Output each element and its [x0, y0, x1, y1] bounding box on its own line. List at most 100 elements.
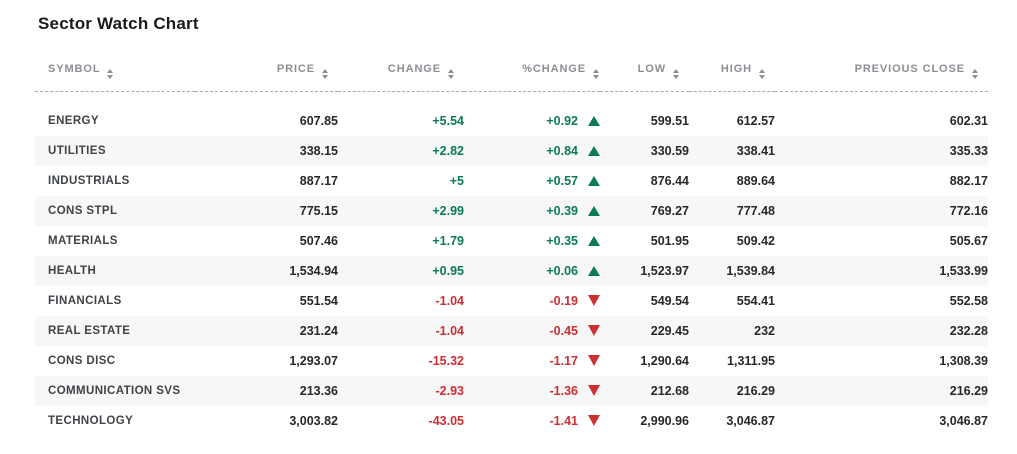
pct-change-value: +0.84 — [546, 143, 578, 158]
symbol-cell: REAL ESTATE — [48, 324, 131, 337]
price-cell: 3,003.82 — [289, 413, 338, 428]
column-label: PREVIOUS CLOSE — [854, 63, 965, 75]
price-cell: 607.85 — [299, 113, 338, 128]
symbol-cell: TECHNOLOGY — [48, 414, 134, 427]
column-header-high[interactable]: HIGH — [689, 63, 775, 92]
arrow-up-icon — [583, 235, 600, 246]
table-row-energy: ENERGY 607.85 +5.54 +0.92 599.51 612.57 602.31 — [35, 106, 988, 136]
change-cell: -43.05 — [428, 413, 464, 428]
pct-change-cell: +0.35 — [464, 226, 600, 256]
low-cell: 599.51 — [650, 113, 689, 128]
low-cell: 769.27 — [650, 203, 689, 218]
arrow-up-icon — [583, 145, 600, 156]
sort-icon — [322, 69, 328, 79]
pct-change-value: +0.06 — [546, 263, 578, 278]
price-cell: 231.24 — [299, 323, 338, 338]
previous-close-cell: 335.33 — [949, 143, 988, 158]
column-header-pct_change[interactable]: %CHANGE — [464, 63, 600, 92]
pct-change-value: +0.57 — [546, 173, 578, 188]
column-header-low[interactable]: LOW — [600, 63, 689, 92]
high-cell: 777.48 — [736, 203, 775, 218]
arrow-down-icon — [583, 325, 600, 336]
change-cell: +1.79 — [432, 233, 464, 248]
sector-watch-table: SYMBOL PRICE CHANGE %CHANGE LOW HIGH PREVIOUS … — [35, 63, 988, 436]
column-header-symbol[interactable]: SYMBOL — [35, 63, 195, 92]
price-cell: 507.46 — [299, 233, 338, 248]
symbol-cell: UTILITIES — [48, 144, 106, 157]
high-cell: 216.29 — [736, 383, 775, 398]
table-row-financials: FINANCIALS 551.54 -1.04 -0.19 549.54 554.41 55… — [35, 286, 988, 316]
low-cell: 2,990.96 — [640, 413, 689, 428]
price-cell: 1,293.07 — [289, 353, 338, 368]
pct-change-cell: +0.39 — [464, 196, 600, 226]
column-header-change[interactable]: CHANGE — [338, 63, 464, 92]
low-cell: 1,523.97 — [640, 263, 689, 278]
table-body: ENERGY 607.85 +5.54 +0.92 599.51 612.57 602.31… — [35, 91, 988, 436]
sector-watch-widget: Sector Watch Chart SYMBOL PRICE CHANGE %CHA… — [35, 14, 988, 436]
arrow-down-icon — [583, 295, 600, 306]
sort-icon — [972, 69, 978, 79]
change-cell: -15.32 — [428, 353, 464, 368]
previous-close-cell: 505.67 — [949, 233, 988, 248]
previous-close-cell: 772.16 — [949, 203, 988, 218]
symbol-cell: CONS DISC — [48, 354, 116, 367]
previous-close-cell: 1,308.39 — [939, 353, 988, 368]
sort-icon — [593, 69, 599, 79]
change-cell: -1.04 — [435, 323, 465, 338]
pct-change-cell: +0.06 — [464, 256, 600, 286]
arrow-up-icon — [583, 115, 600, 126]
sort-icon — [107, 69, 114, 79]
change-cell: +0.95 — [432, 263, 464, 278]
pct-change-value: +0.92 — [546, 113, 578, 128]
high-cell: 509.42 — [736, 233, 775, 248]
price-cell: 1,534.94 — [289, 263, 338, 278]
arrow-down-icon — [583, 355, 600, 366]
pct-change-value: -1.17 — [549, 353, 579, 368]
pct-change-cell: -0.45 — [464, 316, 600, 346]
pct-change-value: -0.19 — [549, 293, 579, 308]
table-row-real-estate: REAL ESTATE 231.24 -1.04 -0.45 229.45 232 232.… — [35, 315, 988, 346]
symbol-cell: HEALTH — [48, 264, 97, 277]
pct-change-cell: -1.36 — [464, 376, 600, 406]
table-row-materials: MATERIALS 507.46 +1.79 +0.35 501.95 509.42 505… — [35, 226, 988, 256]
price-cell: 551.54 — [299, 293, 338, 308]
table-row-cons-disc: CONS DISC 1,293.07 -15.32 -1.17 1,290.64 1,31… — [35, 346, 988, 376]
pct-change-value: +0.35 — [546, 233, 578, 248]
price-cell: 775.15 — [299, 203, 338, 218]
column-label: HIGH — [720, 63, 752, 75]
high-cell: 1,539.84 — [726, 263, 775, 278]
previous-close-cell: 602.31 — [949, 113, 988, 128]
table-header-row: SYMBOL PRICE CHANGE %CHANGE LOW HIGH PREVIOUS … — [35, 63, 988, 92]
pct-change-value: -0.45 — [549, 323, 579, 338]
previous-close-cell: 882.17 — [949, 173, 988, 188]
pct-change-cell: +0.57 — [464, 166, 600, 196]
pct-change-cell: +0.92 — [464, 106, 600, 136]
pct-change-value: -1.41 — [549, 413, 579, 428]
page-title: Sector Watch Chart — [38, 14, 199, 33]
sort-icon — [759, 69, 765, 79]
table-row-health: HEALTH 1,534.94 +0.95 +0.06 1,523.97 1,539.84… — [35, 255, 988, 286]
change-cell: +5.54 — [432, 113, 464, 128]
pct-change-cell: +0.84 — [464, 136, 600, 166]
high-cell: 1,311.95 — [727, 353, 775, 368]
price-cell: 887.17 — [299, 173, 338, 188]
arrow-up-icon — [583, 175, 600, 186]
column-header-price[interactable]: PRICE — [195, 63, 338, 92]
pct-change-value: +0.39 — [546, 203, 578, 218]
symbol-cell: COMMUNICATION SVS — [48, 384, 181, 397]
high-cell: 889.64 — [736, 173, 775, 188]
symbol-cell: MATERIALS — [48, 234, 118, 247]
previous-close-cell: 3,046.87 — [939, 413, 988, 428]
table-row-communication-svs: COMMUNICATION SVS 213.36 -2.93 -1.36 212.68 2… — [35, 375, 988, 406]
column-header-prev_close[interactable]: PREVIOUS CLOSE — [775, 63, 988, 92]
pct-change-cell: -0.19 — [464, 286, 600, 316]
column-label: CHANGE — [387, 63, 441, 75]
pct-change-cell: -1.17 — [464, 346, 600, 376]
arrow-up-icon — [583, 205, 600, 216]
low-cell: 1,290.64 — [640, 353, 689, 368]
table-row-technology: TECHNOLOGY 3,003.82 -43.05 -1.41 2,990.96 3,0… — [35, 406, 988, 436]
low-cell: 212.68 — [650, 383, 689, 398]
previous-close-cell: 216.29 — [949, 383, 988, 398]
high-cell: 3,046.87 — [726, 413, 775, 428]
table-row-industrials: INDUSTRIALS 887.17 +5 +0.57 876.44 889.64 882.… — [35, 166, 988, 196]
